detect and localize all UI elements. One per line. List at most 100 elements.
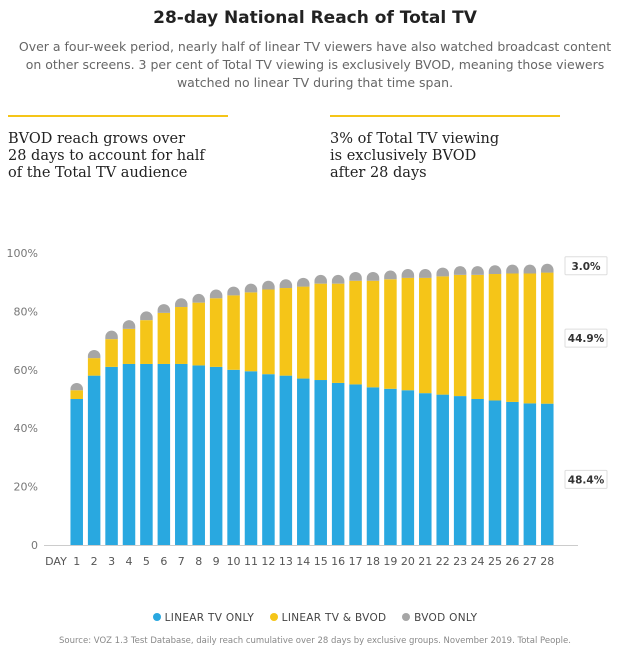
callout-left-line: 28 days to account for half <box>8 148 205 164</box>
bar-segment-linear-only <box>523 403 537 545</box>
x-tick-label: 13 <box>279 555 293 568</box>
bar-segment-linear-bvod <box>279 288 293 376</box>
callout-right-line: is exclusively BVOD <box>330 148 477 164</box>
bar-segment-linear-bvod <box>314 283 327 381</box>
stacked-bar-chart: 020%40%60%80%100%DAY 1 2 3 4 5 6 7 8 9 10 11 12 13 14 1… <box>7 247 608 568</box>
bar-segment-linear-bvod <box>523 273 537 404</box>
bar-segment-bvod-only <box>209 289 223 299</box>
y-tick-label: 80% <box>14 305 38 318</box>
bar-segment-linear-bvod <box>506 273 519 402</box>
bar-segment-linear-only <box>157 363 171 545</box>
bar-segment-bvod-only <box>471 266 484 275</box>
x-axis-prefix-label: DAY <box>45 555 67 568</box>
x-tick-label: 1 <box>73 555 80 568</box>
bar-segment-bvod-only <box>70 382 83 391</box>
callout-right-line: after 28 days <box>330 165 427 181</box>
end-label-box <box>564 256 608 276</box>
bar-segment-linear-bvod <box>453 274 467 397</box>
bar-segment-linear-bvod <box>157 312 171 364</box>
bar-segment-linear-bvod <box>244 292 258 372</box>
x-tick-label: 21 <box>418 555 432 568</box>
x-tick-label: 5 <box>143 555 150 568</box>
chart-legend: LINEAR TV ONLY LINEAR TV & BVOD BVOD ONL… <box>0 612 630 624</box>
bar-segment-bvod-only <box>401 269 415 278</box>
bar-segment-linear-only <box>488 400 502 545</box>
bar-segment-bvod-only <box>262 280 275 290</box>
x-tick-label: 8 <box>195 555 202 568</box>
bar-segment-linear-only <box>297 378 310 545</box>
bar-segment-linear-only <box>419 393 432 545</box>
x-tick-label: 24 <box>471 555 485 568</box>
bar-segment-bvod-only <box>314 274 327 284</box>
x-tick-label: 20 <box>401 555 415 568</box>
bar-segment-linear-only <box>70 399 83 545</box>
bar-segment-linear-only <box>192 365 205 545</box>
bar-segment-bvod-only <box>192 293 205 303</box>
bar-segment-bvod-only <box>436 267 449 277</box>
source-note: Source: VOZ 1.3 Test Database, daily rea… <box>59 636 571 646</box>
legend-item-linear-only: LINEAR TV ONLY <box>152 612 254 624</box>
x-tick-label: 28 <box>540 555 554 568</box>
y-tick-label: 0 <box>31 539 38 552</box>
bar-segment-bvod-only <box>419 269 432 278</box>
end-value-label: 3.0% <box>571 261 601 273</box>
x-tick-label: 12 <box>261 555 275 568</box>
callout-left-line: of the Total TV audience <box>8 165 188 181</box>
bar-segment-linear-only <box>314 380 327 545</box>
x-tick-label: 10 <box>227 555 241 568</box>
x-tick-label: 3 <box>108 555 115 568</box>
page-subtitle: Over a four-week period, nearly half of … <box>18 39 612 90</box>
bar-segment-linear-bvod <box>471 274 484 399</box>
y-tick-label: 20% <box>14 481 38 494</box>
bar-segment-linear-bvod <box>140 320 153 364</box>
bar-segment-bvod-only <box>105 330 118 340</box>
bar-segment-bvod-only <box>488 265 502 275</box>
bar-segment-linear-only <box>366 387 380 545</box>
legend-dot-icon <box>402 613 411 621</box>
x-tick-label: 25 <box>488 555 502 568</box>
bar-segment-linear-bvod <box>419 277 432 394</box>
bar-segment-bvod-only <box>227 286 240 296</box>
bar-segment-linear-only <box>384 388 397 545</box>
bar-segment-linear-only <box>175 363 188 545</box>
bar-segment-bvod-only <box>244 283 258 293</box>
bar-segment-bvod-only <box>506 264 519 274</box>
bar-segment-linear-only <box>349 384 362 545</box>
bar-segment-linear-only <box>279 375 293 545</box>
bar-segment-bvod-only <box>157 304 171 313</box>
x-tick-label: 22 <box>436 555 450 568</box>
bar-segment-bvod-only <box>366 271 380 281</box>
x-tick-label: 9 <box>213 555 220 568</box>
x-tick-label: 11 <box>244 555 258 568</box>
legend-item-bvod-only: BVOD ONLY <box>402 612 477 624</box>
end-value-label: 44.9% <box>568 333 605 345</box>
x-tick-label: 4 <box>126 555 133 568</box>
y-tick-label: 60% <box>14 364 38 377</box>
bar-segment-bvod-only <box>297 277 310 287</box>
bar-segment-linear-bvod <box>70 390 83 399</box>
x-tick-label: 26 <box>505 555 519 568</box>
end-value-label: 48.4% <box>568 474 605 486</box>
bar-segment-linear-bvod <box>175 307 188 364</box>
bar-segment-linear-bvod <box>366 280 380 388</box>
bar-segment-linear-only <box>331 382 345 545</box>
bar-segment-bvod-only <box>384 270 397 280</box>
bar-segment-bvod-only <box>523 264 537 274</box>
bar-segment-linear-bvod <box>541 272 554 404</box>
bar-segment-linear-only <box>87 375 101 545</box>
bar-segment-linear-bvod <box>192 302 205 366</box>
bar-segment-linear-only <box>122 363 136 545</box>
legend-label: BVOD ONLY <box>414 612 478 624</box>
bar-segment-linear-only <box>209 366 223 545</box>
bar-segment-linear-only <box>140 363 153 545</box>
bar-segment-bvod-only <box>541 263 554 273</box>
end-label-box <box>564 328 608 348</box>
callout-right: 3% of Total TV viewing is exclusively BV… <box>330 115 560 182</box>
x-tick-label: 16 <box>331 555 345 568</box>
bar-segment-bvod-only <box>122 320 136 329</box>
bar-segment-bvod-only <box>331 274 345 284</box>
x-tick-label: 2 <box>91 555 98 568</box>
bar-segment-linear-only <box>471 399 484 545</box>
x-tick-label: 7 <box>178 555 185 568</box>
bar-segment-linear-only <box>105 366 118 545</box>
